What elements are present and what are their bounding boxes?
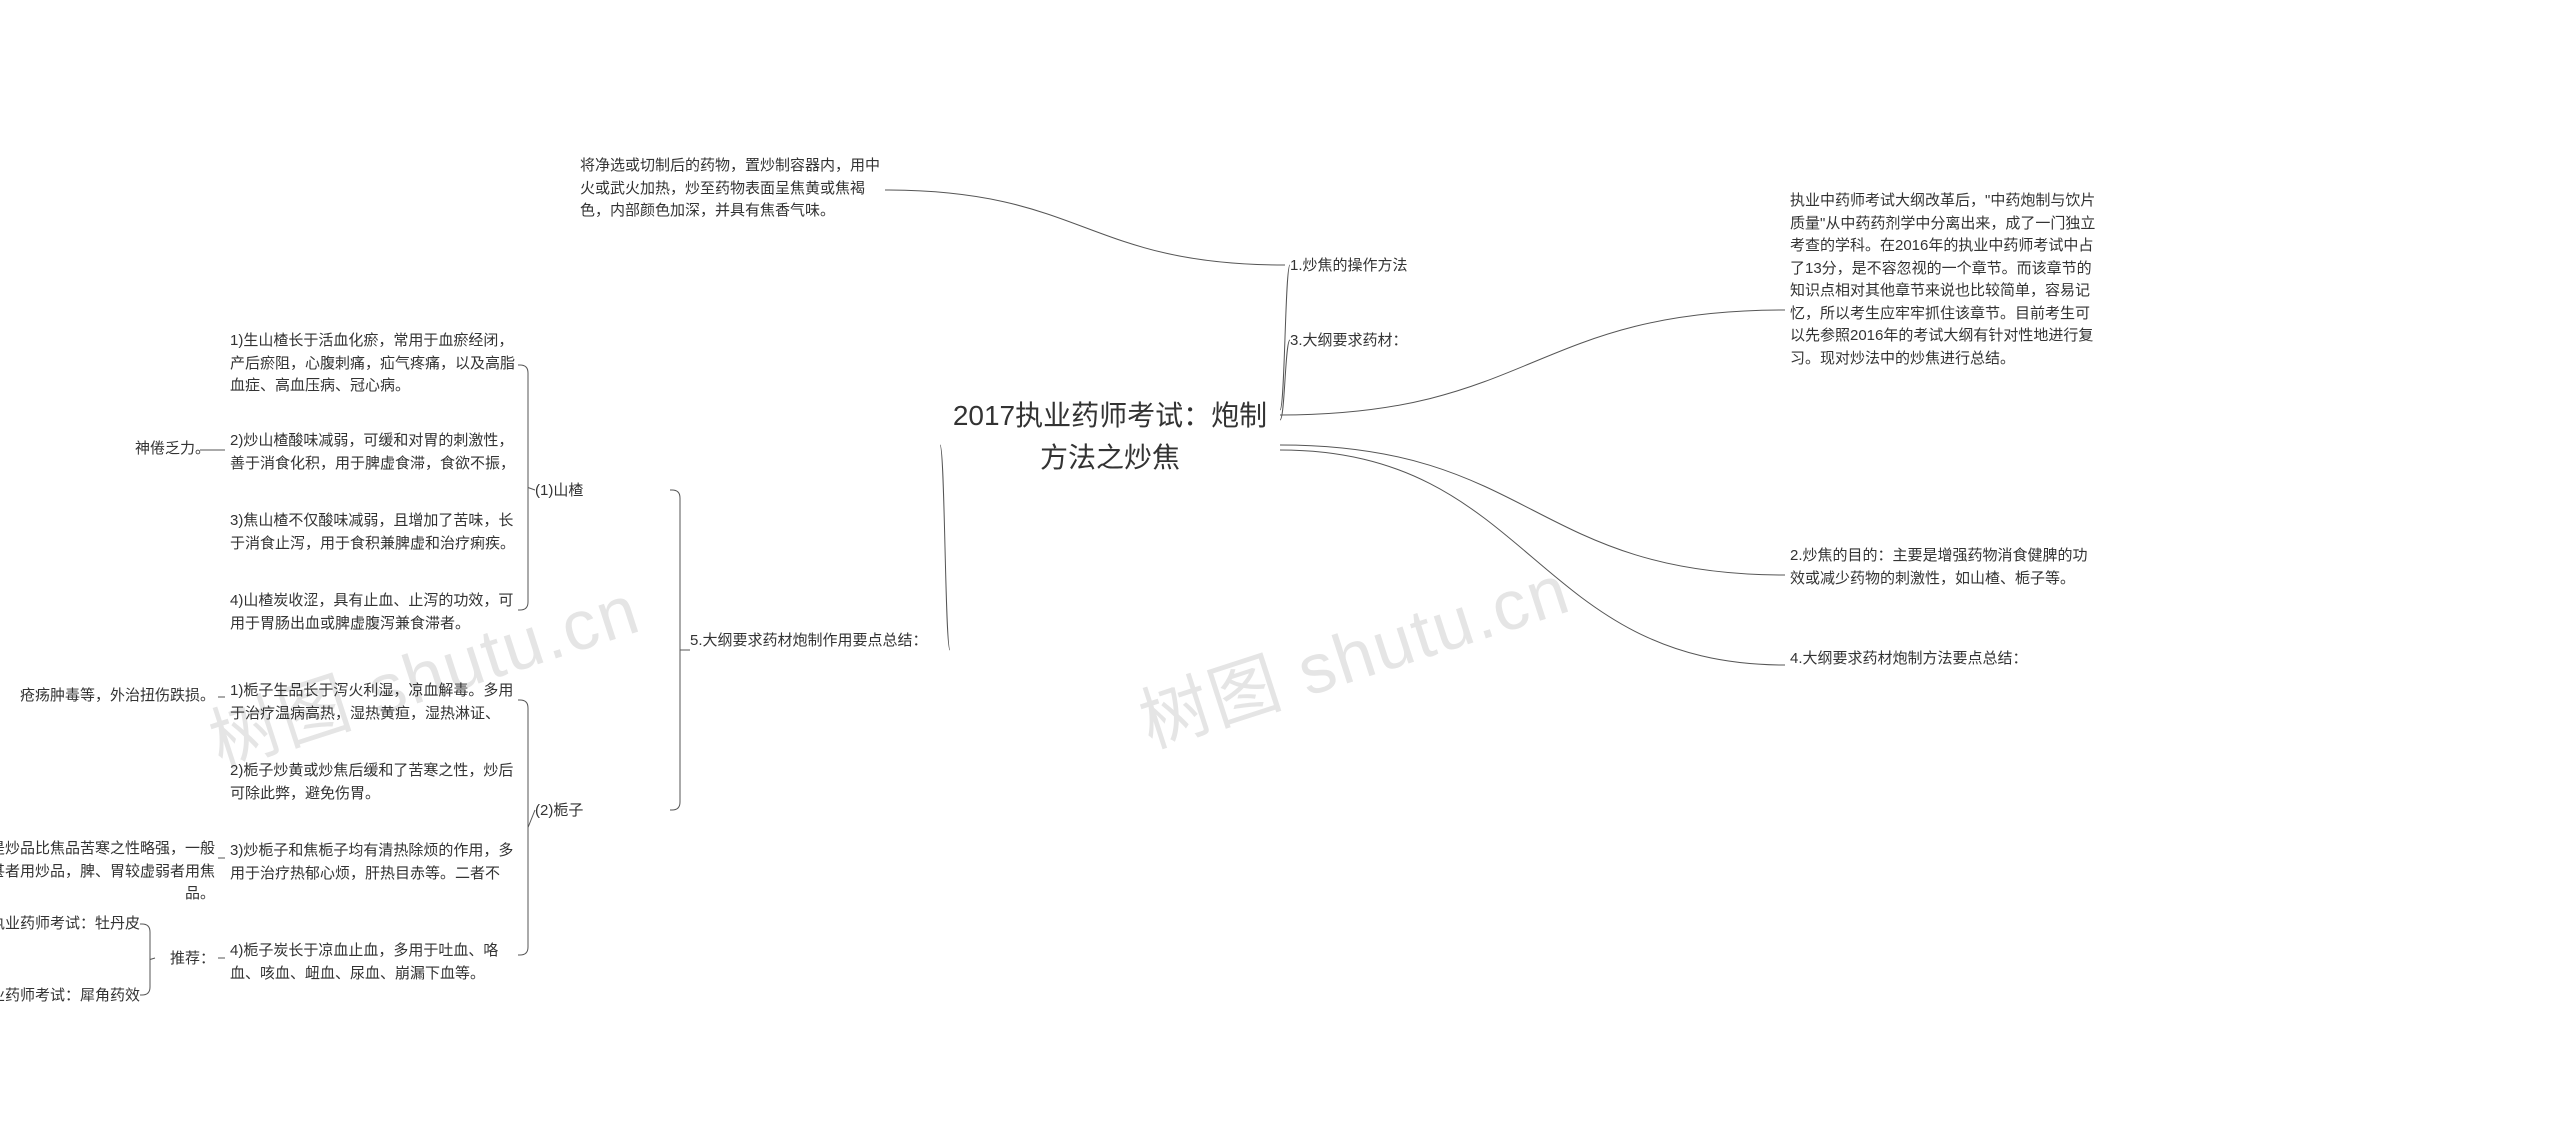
zhizi-4-recommend: 推荐： — [155, 948, 215, 971]
node-5-summary: 5.大纲要求药材炮制作用要点总结： — [690, 630, 950, 653]
zhizi-4-rec2: 2017执业药师考试：犀角药效 — [0, 985, 140, 1008]
shanzha-4: 4)山楂炭收涩，具有止血、止泻的功效，可用于胃肠出血或脾虚腹泻兼食滞者。 — [230, 590, 520, 635]
shanzha-2: 2)炒山楂酸味减弱，可缓和对胃的刺激性，善于消食化积，用于脾虚食滞，食欲不振， — [230, 430, 520, 475]
zhizi-1: 1)栀子生品长于泻火利湿，凉血解毒。多用于治疗温病高热，湿热黄疸，湿热淋证、 — [230, 680, 520, 725]
node-3-materials: 3.大纲要求药材： — [1290, 330, 1408, 353]
node-4-methods: 4.大纲要求药材炮制方法要点总结： — [1790, 648, 2090, 671]
zhizi-4-rec1: 2017执业药师考试：牡丹皮 — [0, 913, 140, 936]
zhizi-3-leaf: 同的是炒品比焦品苦寒之性略强，一般热较甚者用炒品，脾、胃较虚弱者用焦品。 — [0, 838, 215, 906]
zhizi-3: 3)炒栀子和焦栀子均有清热除烦的作用，多用于治疗热郁心烦，肝热目赤等。二者不 — [230, 840, 520, 885]
node-1-desc: 将净选或切制后的药物，置炒制容器内，用中火或武火加热，炒至药物表面呈焦黄或焦褐色… — [580, 155, 880, 223]
zhizi-2: 2)栀子炒黄或炒焦后缓和了苦寒之性，炒后可除此弊，避免伤胃。 — [230, 760, 520, 805]
center-topic: 2017执业药师考试：炮制方法之炒焦 — [940, 395, 1280, 479]
node-1-operation: 1.炒焦的操作方法 — [1290, 255, 1408, 278]
zhizi-4: 4)栀子炭长于凉血止血，多用于吐血、咯血、咳血、衄血、尿血、崩漏下血等。 — [230, 940, 520, 985]
shanzha-1: 1)生山楂长于活血化瘀，常用于血瘀经闭，产后瘀阻，心腹刺痛，疝气疼痛，以及高脂血… — [230, 330, 520, 398]
shanzha-3: 3)焦山楂不仅酸味减弱，且增加了苦味，长于消食止泻，用于食积兼脾虚和治疗痢疾。 — [230, 510, 520, 555]
node-2-purpose: 2.炒焦的目的：主要是增强药物消食健脾的功效或减少药物的刺激性，如山楂、栀子等。 — [1790, 545, 2090, 590]
intro-paragraph: 执业中药师考试大纲改革后，"中药炮制与饮片质量"从中药药剂学中分离出来，成了一门… — [1790, 190, 2100, 370]
node-shanzha: (1)山楂 — [535, 480, 583, 503]
shanzha-2-leaf: 神倦乏力。 — [100, 438, 210, 461]
node-zhizi: (2)栀子 — [535, 800, 583, 823]
zhizi-1-leaf: 疮疡肿毒等，外治扭伤跌损。 — [20, 685, 215, 708]
